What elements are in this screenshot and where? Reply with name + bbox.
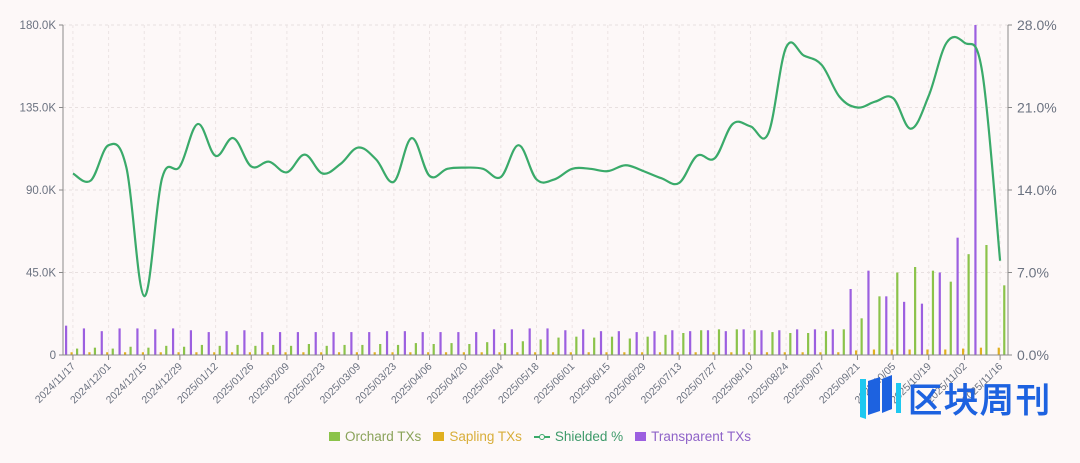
- sapling-swatch-icon: [433, 432, 445, 441]
- orchard-swatch-icon: [329, 432, 341, 441]
- legend-label: Shielded %: [554, 429, 624, 444]
- shielded-line-marker-icon: [533, 432, 550, 442]
- legend-item-orchard[interactable]: Orchard TXs: [329, 429, 421, 444]
- watermark-text: 区块周刊: [908, 381, 1052, 421]
- y-right-tick-label: 28.0%: [1017, 17, 1057, 33]
- y-left-tick-label: 0: [50, 350, 56, 362]
- y-left-tick-label: 45.0K: [26, 268, 56, 280]
- y-right-tick-label: 14.0%: [1017, 182, 1057, 198]
- legend-item-sapling[interactable]: Sapling TXs: [433, 429, 522, 444]
- y-right-tick-label: 7.0%: [1017, 265, 1049, 281]
- legend: Orchard TXs Sapling TXs Shielded % Trans…: [0, 429, 1080, 444]
- grid-lines: [63, 24, 1008, 355]
- watermark-logo-icon: [860, 374, 901, 419]
- legend-item-transparent[interactable]: Transparent TXs: [635, 429, 751, 444]
- transparent-swatch-icon: [635, 432, 647, 441]
- shielded-line: [72, 35, 1002, 298]
- y-left-tick-label: 90.0K: [26, 185, 56, 197]
- y-right-tick-label: 21.0%: [1017, 100, 1057, 116]
- legend-item-shielded[interactable]: Shielded %: [533, 429, 624, 444]
- legend-label: Transparent TXs: [651, 429, 751, 444]
- watermark: 区块周刊: [858, 373, 1052, 422]
- y-left-tick-label: 135.0K: [20, 103, 57, 115]
- y-left-tick-label: 180.0K: [20, 20, 57, 32]
- y-right-tick-label: 0.0%: [1017, 347, 1049, 363]
- legend-label: Orchard TXs: [345, 429, 422, 444]
- legend-label: Sapling TXs: [449, 429, 522, 444]
- axes: 0 45.0K 90.0K 135.0K 180.0K 0.0% 7.0% 14.0% 21.0…: [20, 17, 1057, 406]
- bars: [65, 25, 1006, 355]
